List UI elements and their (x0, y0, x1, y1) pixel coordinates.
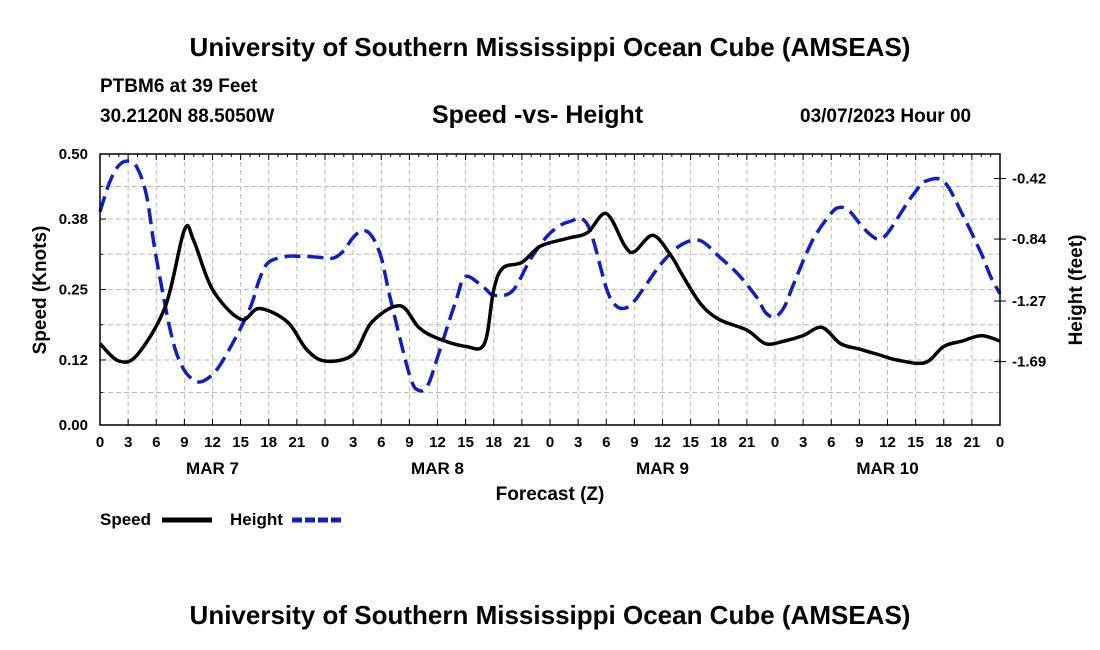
x-tick-label: 3 (124, 434, 132, 451)
x-tick-label: 15 (457, 434, 474, 451)
x-tick-label: 3 (574, 434, 582, 451)
x-tick-label: 9 (405, 434, 413, 451)
x-tick-label: 21 (289, 434, 306, 451)
x-tick-label: 6 (377, 434, 385, 451)
x-tick-label: 12 (654, 434, 671, 451)
x-tick-label: 0 (996, 434, 1004, 451)
x-tick-label: 21 (514, 434, 531, 451)
height-series-line (98, 159, 1002, 393)
x-tick-label: 0 (321, 434, 329, 451)
footer-title: University of Southern Mississippi Ocean… (189, 600, 911, 630)
station-label: PTBM6 at 39 Feet (100, 76, 258, 97)
y2-tick-label: -0.84 (1012, 231, 1047, 248)
x-tick-label: 12 (429, 434, 446, 451)
x-axis-label: Forecast (Z) (496, 484, 605, 505)
x-tick-label: 0 (546, 434, 554, 451)
x-tick-label: 6 (152, 434, 160, 451)
day-label: MAR 10 (856, 459, 918, 478)
x-tick-label: 9 (855, 434, 863, 451)
y2-tick-label: -1.27 (1012, 293, 1046, 310)
x-tick-label: 18 (485, 434, 502, 451)
legend: Speed Height (100, 510, 342, 529)
y-tick-label: 0.25 (59, 282, 88, 299)
x-tick-label: 21 (964, 434, 981, 451)
series-lines (98, 159, 1002, 393)
y-tick-label: 0.38 (59, 211, 88, 228)
datetime-label: 03/07/2023 Hour 00 (800, 106, 972, 127)
legend-height-label: Height (230, 510, 283, 529)
day-label: MAR 8 (411, 459, 464, 478)
y-tick-label: 0.12 (59, 352, 88, 369)
day-label: MAR 7 (186, 459, 239, 478)
x-tick-label: 3 (349, 434, 357, 451)
y2-tick-label: -0.42 (1012, 171, 1046, 188)
x-tick-label: 3 (799, 434, 807, 451)
legend-speed-label: Speed (100, 510, 151, 529)
x-tick-label: 9 (630, 434, 638, 451)
y2-tick-label: -1.69 (1012, 354, 1046, 371)
x-tick-label: 18 (935, 434, 952, 451)
x-tick-label: 12 (879, 434, 896, 451)
x-tick-label: 15 (907, 434, 924, 451)
x-tick-label: 18 (710, 434, 727, 451)
x-tick-label: 0 (96, 434, 104, 451)
x-tick-label: 6 (602, 434, 610, 451)
grid-lines (100, 154, 1000, 425)
y-axis-label: Speed (Knots) (30, 226, 51, 355)
x-tick-label: 6 (827, 434, 835, 451)
y-tick-label: 0.50 (59, 146, 88, 163)
y2-axis-label: Height (feet) (1066, 235, 1087, 346)
x-tick-label: 15 (232, 434, 249, 451)
x-tick-label: 18 (260, 434, 277, 451)
main-title: University of Southern Mississippi Ocean… (189, 32, 911, 62)
x-tick-label: 12 (204, 434, 221, 451)
axes: 0 3 6 9 12 15 18 21 0 3 6 9 12 15 18 21 0 3 6 9 12 15 18 21 0 3 6 9… (59, 146, 1047, 478)
y-tick-label: 0.00 (59, 417, 88, 434)
x-tick-label: 0 (771, 434, 779, 451)
speed-series-line (98, 211, 1001, 366)
x-tick-label: 9 (180, 434, 188, 451)
x-tick-label: 21 (739, 434, 756, 451)
chart-title: Speed -vs- Height (432, 101, 644, 129)
x-tick-label: 15 (682, 434, 699, 451)
day-label: MAR 9 (636, 459, 689, 478)
location-label: 30.2120N 88.5050W (100, 106, 275, 127)
